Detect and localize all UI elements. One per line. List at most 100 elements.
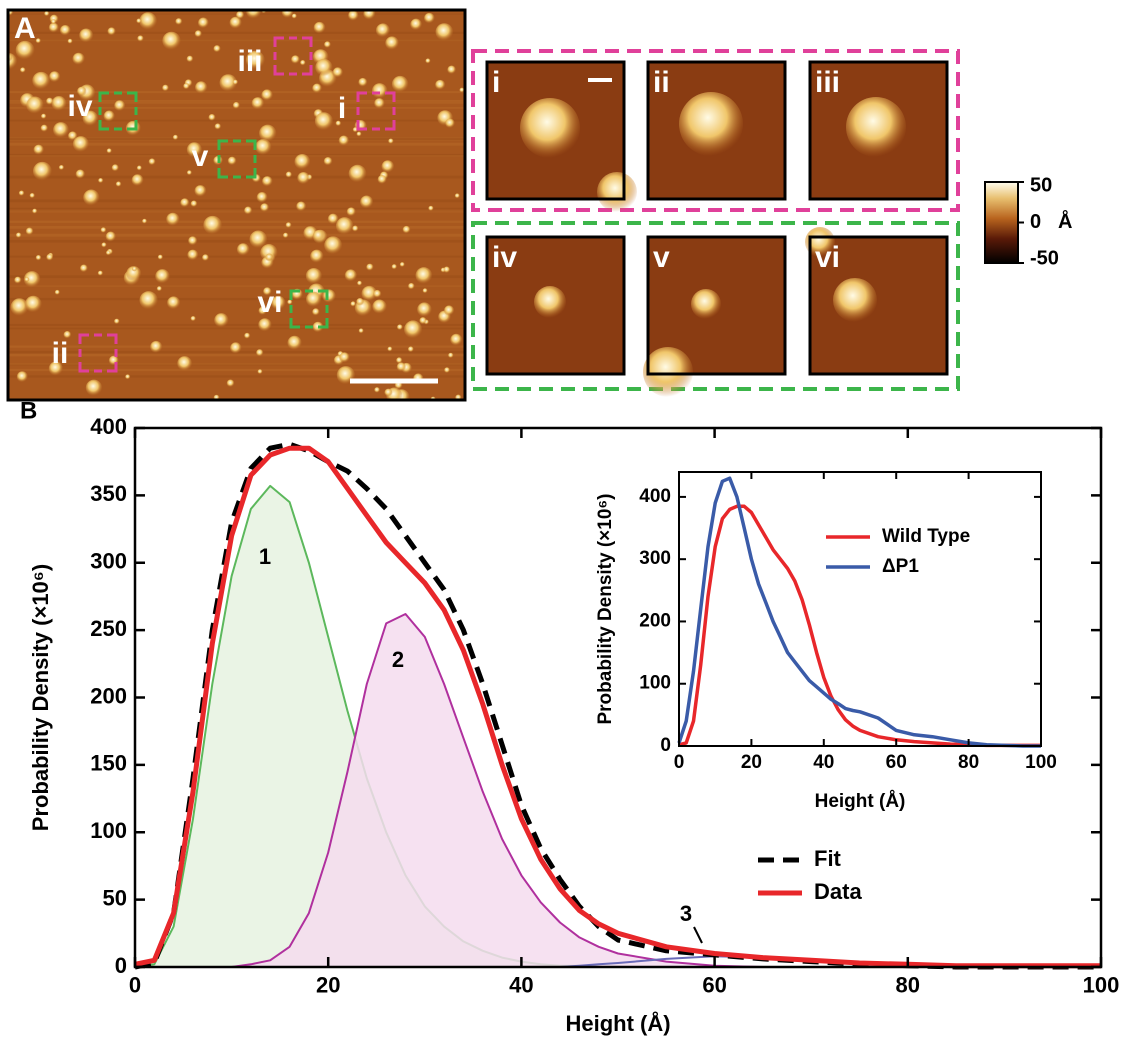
particle	[155, 269, 170, 284]
overview-label: vi	[257, 286, 282, 319]
particle	[177, 356, 193, 371]
particle	[417, 302, 432, 317]
y-tick-label: 400	[639, 486, 671, 507]
particle	[214, 123, 222, 130]
particle	[101, 242, 107, 248]
particle	[327, 213, 339, 225]
particle	[258, 306, 267, 316]
particle	[344, 269, 357, 282]
particle	[385, 36, 399, 50]
particle	[285, 222, 292, 229]
particle	[32, 208, 38, 214]
particle	[16, 371, 28, 383]
particle	[214, 313, 229, 328]
particle	[260, 244, 278, 262]
overview-label: i	[338, 92, 346, 125]
particle	[424, 12, 435, 24]
particle	[58, 164, 65, 171]
particle	[335, 217, 354, 235]
x-axis-label: Height (Å)	[815, 791, 906, 812]
particle	[357, 280, 363, 286]
x-tick-label: 20	[741, 752, 762, 773]
particle	[194, 185, 207, 197]
particle	[387, 346, 393, 352]
zoom-group-frame	[471, 49, 960, 212]
particle	[255, 139, 272, 156]
particle	[306, 291, 322, 308]
particle	[448, 352, 454, 359]
chart: 0 20 40 60 80 100 0 100 200 300 400 Height (Å) Proba…	[595, 471, 1057, 812]
particle	[111, 164, 119, 172]
x-tick-label: 40	[813, 752, 834, 773]
particle	[68, 131, 78, 141]
particle	[139, 12, 157, 30]
afm-overview	[8, 10, 465, 400]
particle	[300, 60, 306, 66]
particle	[271, 295, 286, 311]
particle	[98, 177, 104, 184]
particle	[422, 288, 428, 294]
x-tick-label: 100	[1025, 752, 1057, 773]
particle	[26, 96, 44, 114]
particle	[396, 362, 406, 372]
particle	[14, 276, 22, 284]
zoom-label: v	[653, 241, 670, 274]
particle	[339, 352, 350, 363]
particle	[35, 38, 41, 44]
particle	[287, 335, 302, 350]
particle	[232, 101, 240, 109]
legend-label: ΔP1	[882, 556, 919, 577]
particle	[396, 324, 403, 331]
particle	[324, 41, 331, 49]
particle	[377, 174, 387, 185]
particle	[402, 225, 411, 234]
particle	[358, 77, 368, 87]
particle	[335, 120, 342, 127]
panel-label: B	[20, 397, 37, 424]
curve-label: 1	[259, 544, 271, 569]
particle	[186, 55, 194, 63]
particle	[175, 18, 183, 26]
particle	[246, 10, 262, 19]
particle	[186, 170, 192, 176]
particle	[259, 124, 277, 143]
particle	[229, 16, 242, 29]
series-line	[134, 445, 1101, 969]
particle	[805, 227, 835, 257]
particle	[85, 379, 103, 396]
particle	[100, 227, 107, 233]
area-fill	[135, 485, 1101, 967]
particle	[388, 138, 394, 144]
particle	[54, 289, 60, 295]
particle	[257, 369, 263, 375]
chart: 0 20 40 60 80 100050100150200250300350400Heig…	[28, 414, 1120, 1036]
particle	[444, 367, 450, 374]
particle	[399, 262, 405, 268]
particle	[419, 317, 427, 325]
y-tick-label: 200	[90, 683, 127, 708]
particle	[244, 206, 253, 215]
particle	[162, 31, 181, 51]
particle	[251, 97, 265, 110]
particle	[348, 10, 359, 21]
zoom-label: vi	[815, 241, 840, 274]
y-tick-label: 200	[639, 610, 671, 631]
particle	[49, 71, 61, 83]
particle	[166, 212, 180, 226]
particle	[249, 230, 268, 249]
legend-label: Wild Type	[882, 526, 970, 547]
particle	[194, 30, 202, 38]
x-tick-label: 0	[674, 752, 685, 773]
particle	[230, 342, 242, 354]
particle	[227, 156, 237, 166]
particle	[72, 136, 89, 153]
y-tick-label: 100	[90, 818, 127, 843]
particle	[35, 254, 42, 261]
legend-label: Fit	[814, 846, 842, 871]
particle	[361, 285, 378, 302]
particle	[180, 198, 190, 208]
particle	[79, 28, 94, 43]
particle	[236, 243, 250, 256]
